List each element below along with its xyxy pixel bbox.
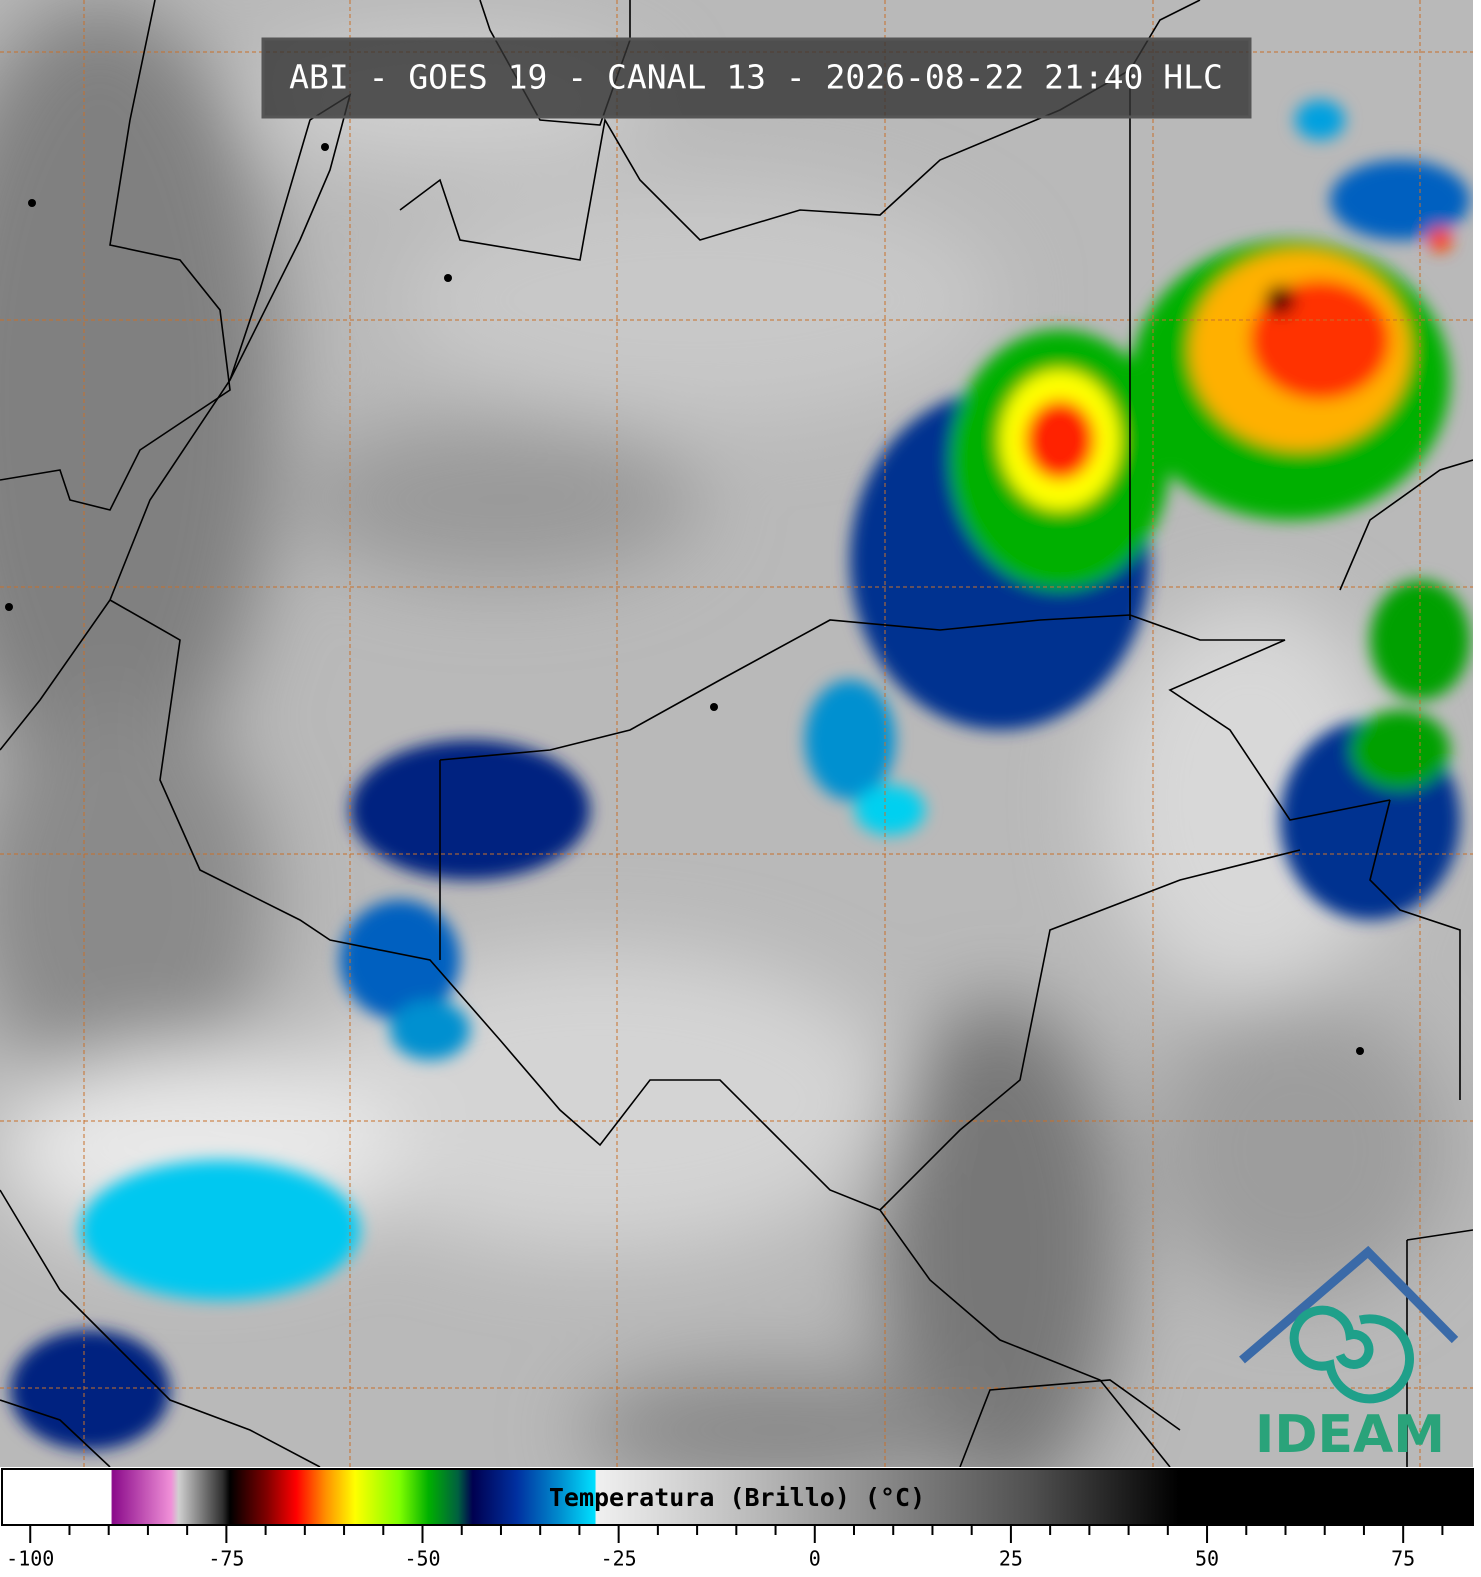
tick-label: 0 <box>809 1547 821 1571</box>
city-markers <box>5 143 1364 1055</box>
title: ABI - GOES 19 - CANAL 13 - 2026-08-22 21… <box>289 58 1223 97</box>
tick-label: -50 <box>404 1547 440 1571</box>
colorbar-label: Temperatura (Brillo) (°C) <box>549 1483 925 1512</box>
tick-label: 50 <box>1195 1547 1219 1571</box>
ideam-logo: IDEAM <box>1239 1245 1459 1465</box>
colorbar-ticks: -100 -75 -50 -25 0 25 50 75 <box>6 1525 1444 1571</box>
title-box <box>261 37 1252 119</box>
tick-label: 25 <box>999 1547 1023 1571</box>
map <box>0 0 1473 1467</box>
tick-label: -100 <box>6 1547 54 1571</box>
tick-label: -75 <box>208 1547 244 1571</box>
tick-label: 75 <box>1391 1547 1415 1571</box>
tick-label: -25 <box>601 1547 637 1571</box>
colorbar <box>1 1468 1474 1526</box>
logo-text: IDEAM <box>1255 1405 1445 1465</box>
